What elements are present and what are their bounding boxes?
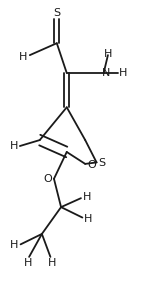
- Text: S: S: [99, 158, 106, 168]
- Text: H: H: [119, 68, 128, 78]
- Text: H: H: [84, 214, 92, 224]
- Text: O: O: [87, 160, 96, 170]
- Text: H: H: [48, 258, 56, 268]
- Text: H: H: [10, 240, 18, 250]
- Text: H: H: [10, 141, 18, 151]
- Text: H: H: [104, 49, 112, 59]
- Text: N: N: [102, 68, 110, 78]
- Text: H: H: [83, 192, 91, 202]
- Text: H: H: [24, 258, 32, 268]
- Text: S: S: [53, 8, 60, 18]
- Text: H: H: [19, 52, 28, 62]
- Text: O: O: [43, 174, 52, 184]
